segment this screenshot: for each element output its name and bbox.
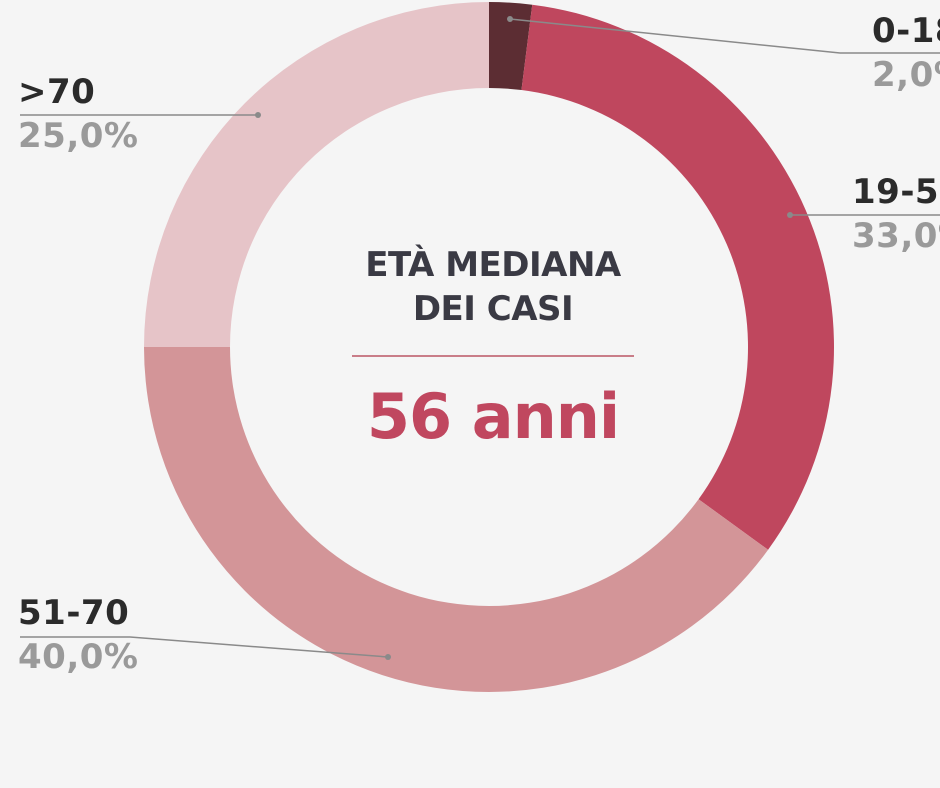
leader-51-70 [20,636,389,658]
label-51-70-name: 51-70 [18,593,130,633]
leader-51-70-dot [385,654,391,660]
label-0-18-name: 0-18 [872,11,940,51]
center-value: 56 anni [366,380,620,453]
segment-0-18 [489,2,533,91]
center-title-line1: ETÀ MEDIANA [365,245,621,285]
center-title-line2: DEI CASI [412,289,574,329]
leader-0-18 [509,18,940,54]
label-19-50-name: 19-50 [852,172,940,212]
center-divider [352,355,634,357]
label-51-70-pct: 40,0% [18,637,139,677]
label-over-70: >70 25,0% [18,75,138,153]
leader-19-50-dot [787,212,793,218]
label-19-50-pct: 33,0% [852,216,940,256]
label-0-18-pct: 2,0% [872,55,940,95]
segment-over-70 [144,2,489,347]
label-51-70: 51-70 40,0% [18,596,138,674]
leader-over-70-dot [255,112,261,118]
label-19-50: 19-50 33,0% [852,175,940,253]
segment-19-50 [521,4,834,550]
label-over-70-pct: 25,0% [18,116,139,156]
label-0-18: 0-18 2,0% [872,14,940,92]
segment-51-70 [144,347,769,692]
center-title: ETÀ MEDIANA DEI CASI [343,243,643,331]
leader-0-18-dot [507,16,513,22]
label-over-70-name: >70 [18,72,96,112]
